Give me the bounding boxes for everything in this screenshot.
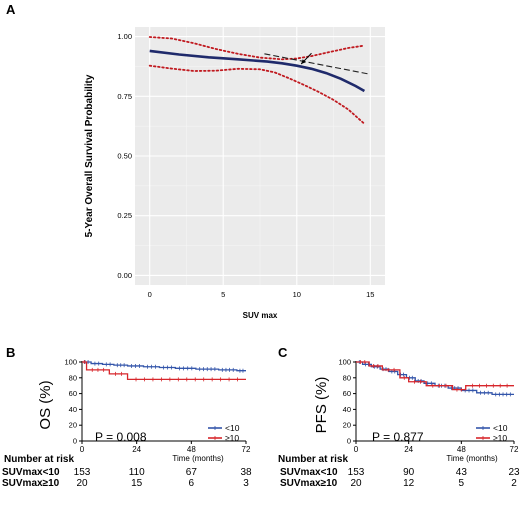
- plot-c-risk-label-low: SUVmax<10: [280, 467, 338, 478]
- panel-label-c: C: [278, 345, 288, 360]
- y-tick-label: 60: [69, 389, 77, 398]
- y-tick-label: 0: [347, 437, 351, 446]
- risk-value: 90: [403, 467, 415, 478]
- x-tick-label: 48: [457, 445, 466, 454]
- risk-value: 43: [456, 467, 468, 478]
- plot-b-p-value: P = 0.008: [95, 430, 147, 444]
- panel-label-a: A: [6, 2, 16, 17]
- y-tick-label: 0.25: [117, 211, 132, 220]
- x-tick-label: 48: [187, 445, 196, 454]
- y-tick-label: 40: [343, 405, 351, 414]
- series-solid-navy: [149, 49, 366, 93]
- legend-label: <10: [493, 423, 508, 433]
- legend-label: <10: [225, 423, 240, 433]
- y-tick-label: 100: [64, 358, 77, 367]
- panel-a: A 0 5 10 15 0.00 0.25 0.50 0.75 1.00 SUV max 5-Y…: [6, 2, 385, 320]
- x-tick-label: 0: [148, 290, 152, 299]
- series-dotted-red: [148, 36, 366, 61]
- y-tick-label: 0.00: [117, 271, 132, 280]
- risk-value: 5: [459, 478, 465, 489]
- y-tick-label: 0.50: [117, 152, 132, 161]
- risk-value: 110: [129, 467, 145, 478]
- risk-value: 2: [511, 478, 517, 489]
- x-tick-label: 0: [80, 445, 85, 454]
- series-dotted-red: [148, 64, 366, 125]
- plot-b-y-axis-label: OS (%): [37, 380, 54, 429]
- panel-c: C PFS (%) 0 20 40 60 80 100 0 24 48 72 <10≥10 P = …: [278, 345, 520, 489]
- x-tick-label: 24: [404, 445, 413, 454]
- x-tick-label: 5: [221, 290, 225, 299]
- risk-value: 153: [74, 467, 91, 478]
- risk-value: 15: [131, 478, 143, 489]
- risk-value: 67: [186, 467, 198, 478]
- plot-b-risk-title: Number at risk: [4, 454, 74, 465]
- y-tick-label: 60: [343, 389, 351, 398]
- km-curve-high: [356, 361, 514, 391]
- plot-b-x-axis-label: Time (months): [172, 454, 224, 463]
- risk-value: 20: [76, 478, 88, 489]
- km-curve-low: [356, 361, 514, 396]
- x-tick-label: 10: [293, 290, 301, 299]
- y-tick-label: 20: [69, 421, 77, 430]
- y-tick-label: 100: [338, 358, 351, 367]
- plot-c-risk-label-high: SUVmax≥10: [280, 478, 338, 489]
- plot-c-risk-values: 153 90 43 23 20 12 5 2: [348, 467, 520, 489]
- x-tick-label: 24: [132, 445, 141, 454]
- x-tick-label: 0: [354, 445, 359, 454]
- plot-b: 0 20 40 60 80 100 0 24 48 72 <10≥10: [64, 358, 251, 455]
- plot-a-lines: [148, 36, 371, 125]
- y-tick-label: 20: [343, 421, 351, 430]
- y-tick-label: 80: [343, 373, 351, 382]
- plot-c-x-axis-label: Time (months): [446, 454, 498, 463]
- plot-c: 0 20 40 60 80 100 0 24 48 72 <10≥10: [338, 358, 519, 455]
- risk-value: 23: [508, 467, 520, 478]
- y-tick-label: 0: [73, 437, 77, 446]
- y-tick-label: 1.00: [117, 32, 132, 41]
- risk-value: 3: [243, 478, 249, 489]
- x-tick-label: 72: [242, 445, 251, 454]
- x-tick-label: 15: [366, 290, 374, 299]
- plot-b-risk-values: 153 110 67 38 20 15 6 3: [74, 467, 252, 489]
- y-tick-label: 0.75: [117, 92, 132, 101]
- plot-a-y-axis-label: 5-Year Overall Survival Probability: [84, 74, 95, 237]
- risk-value: 20: [350, 478, 362, 489]
- panel-label-b: B: [6, 345, 15, 360]
- legend-label: ≥10: [493, 433, 507, 443]
- risk-value: 6: [189, 478, 195, 489]
- plot-b-risk-label-high: SUVmax≥10: [2, 478, 60, 489]
- legend-label: ≥10: [225, 433, 239, 443]
- risk-value: 153: [348, 467, 365, 478]
- km-curve-high: [82, 361, 246, 381]
- plot-b-risk-label-low: SUVmax<10: [2, 467, 60, 478]
- plot-c-p-value: P = 0.877: [372, 430, 424, 444]
- plot-a-ticks: 0 5 10 15 0.00 0.25 0.50 0.75 1.00: [117, 32, 374, 299]
- y-tick-label: 80: [69, 373, 77, 382]
- plot-c-y-axis-label: PFS (%): [313, 377, 330, 434]
- plot-c-risk-title: Number at risk: [278, 454, 348, 465]
- panel-b: B OS (%) 0 20 40 60 80 100 0 24 48 72 <10≥10 P = 0…: [2, 345, 252, 489]
- y-tick-label: 40: [69, 405, 77, 414]
- arrow-head: [301, 59, 306, 65]
- plot-a-x-axis-label: SUV max: [243, 311, 278, 320]
- x-tick-label: 72: [510, 445, 519, 454]
- risk-value: 38: [240, 467, 252, 478]
- risk-value: 12: [403, 478, 415, 489]
